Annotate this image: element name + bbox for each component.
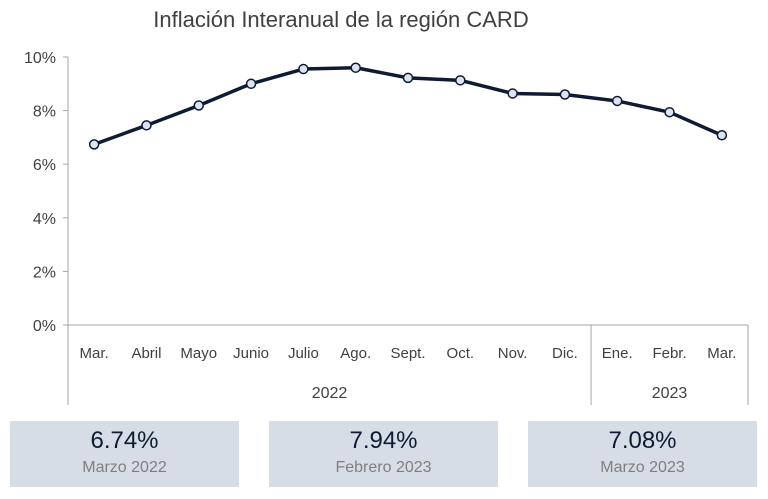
data-point	[88, 139, 100, 150]
data-point	[402, 72, 414, 84]
data-point	[245, 78, 257, 90]
x-tick-label: Mar.	[707, 345, 736, 362]
data-point	[141, 120, 152, 131]
summary-card-3: 7.08% Marzo 2023	[528, 421, 757, 487]
summary-card-2: 7.94% Febrero 2023	[269, 421, 498, 487]
year-labels: 2022 2023	[312, 385, 688, 402]
x-tick-label: Sept.	[390, 345, 425, 362]
data-point	[664, 106, 675, 118]
x-tick-label: Nov.	[498, 345, 528, 362]
x-tick-label: Mayo	[180, 345, 217, 362]
data-point	[193, 100, 205, 111]
data-point	[559, 89, 571, 100]
y-tick-label: 10%	[24, 50, 56, 67]
x-tick-label: Junio	[233, 345, 269, 362]
y-tick-label: 0%	[33, 318, 56, 335]
x-tick-label: Ago.	[340, 345, 371, 362]
y-tick-labels: 0% 2% 4% 6% 8% 10%	[24, 50, 56, 335]
card-label: Febrero 2023	[335, 459, 432, 476]
card-value: 7.94%	[349, 427, 418, 454]
data-point	[507, 88, 518, 99]
y-tick-label: 4%	[33, 211, 56, 228]
x-tick-label: Febr.	[652, 345, 686, 362]
x-tick-label: Dic.	[552, 345, 578, 362]
series-layer	[88, 62, 728, 150]
x-tick-labels: Mar. Abril Mayo Junio Julio Ago. Sept. Oct. Nov.…	[80, 345, 737, 362]
card-label: Marzo 2022	[82, 459, 167, 476]
summary-card-1: 6.74% Marzo 2022	[10, 421, 239, 487]
x-tick-label: Julio	[288, 345, 319, 362]
y-tick-label: 8%	[33, 104, 56, 121]
data-point	[611, 95, 623, 107]
chart-title: Inflación Interanual de la región CARD	[153, 7, 528, 32]
data-point	[455, 75, 466, 86]
data-point	[350, 62, 361, 73]
x-tick-label: Abril	[131, 345, 161, 362]
x-tick-label: Ene.	[602, 345, 633, 362]
card-label: Marzo 2023	[600, 459, 685, 476]
chart-axes	[63, 56, 749, 405]
line-chart: Inflación Interanual de la región CARD 0…	[24, 7, 749, 405]
year-label: 2022	[312, 385, 348, 402]
card-value: 7.08%	[608, 427, 677, 454]
year-label: 2023	[652, 385, 688, 402]
x-tick-label: Oct.	[447, 345, 475, 362]
data-point	[298, 63, 309, 75]
y-tick-label: 2%	[33, 264, 56, 281]
x-tick-label: Mar.	[80, 345, 109, 362]
y-tick-label: 6%	[33, 157, 56, 174]
data-point	[716, 130, 728, 141]
card-value: 6.74%	[90, 427, 159, 454]
